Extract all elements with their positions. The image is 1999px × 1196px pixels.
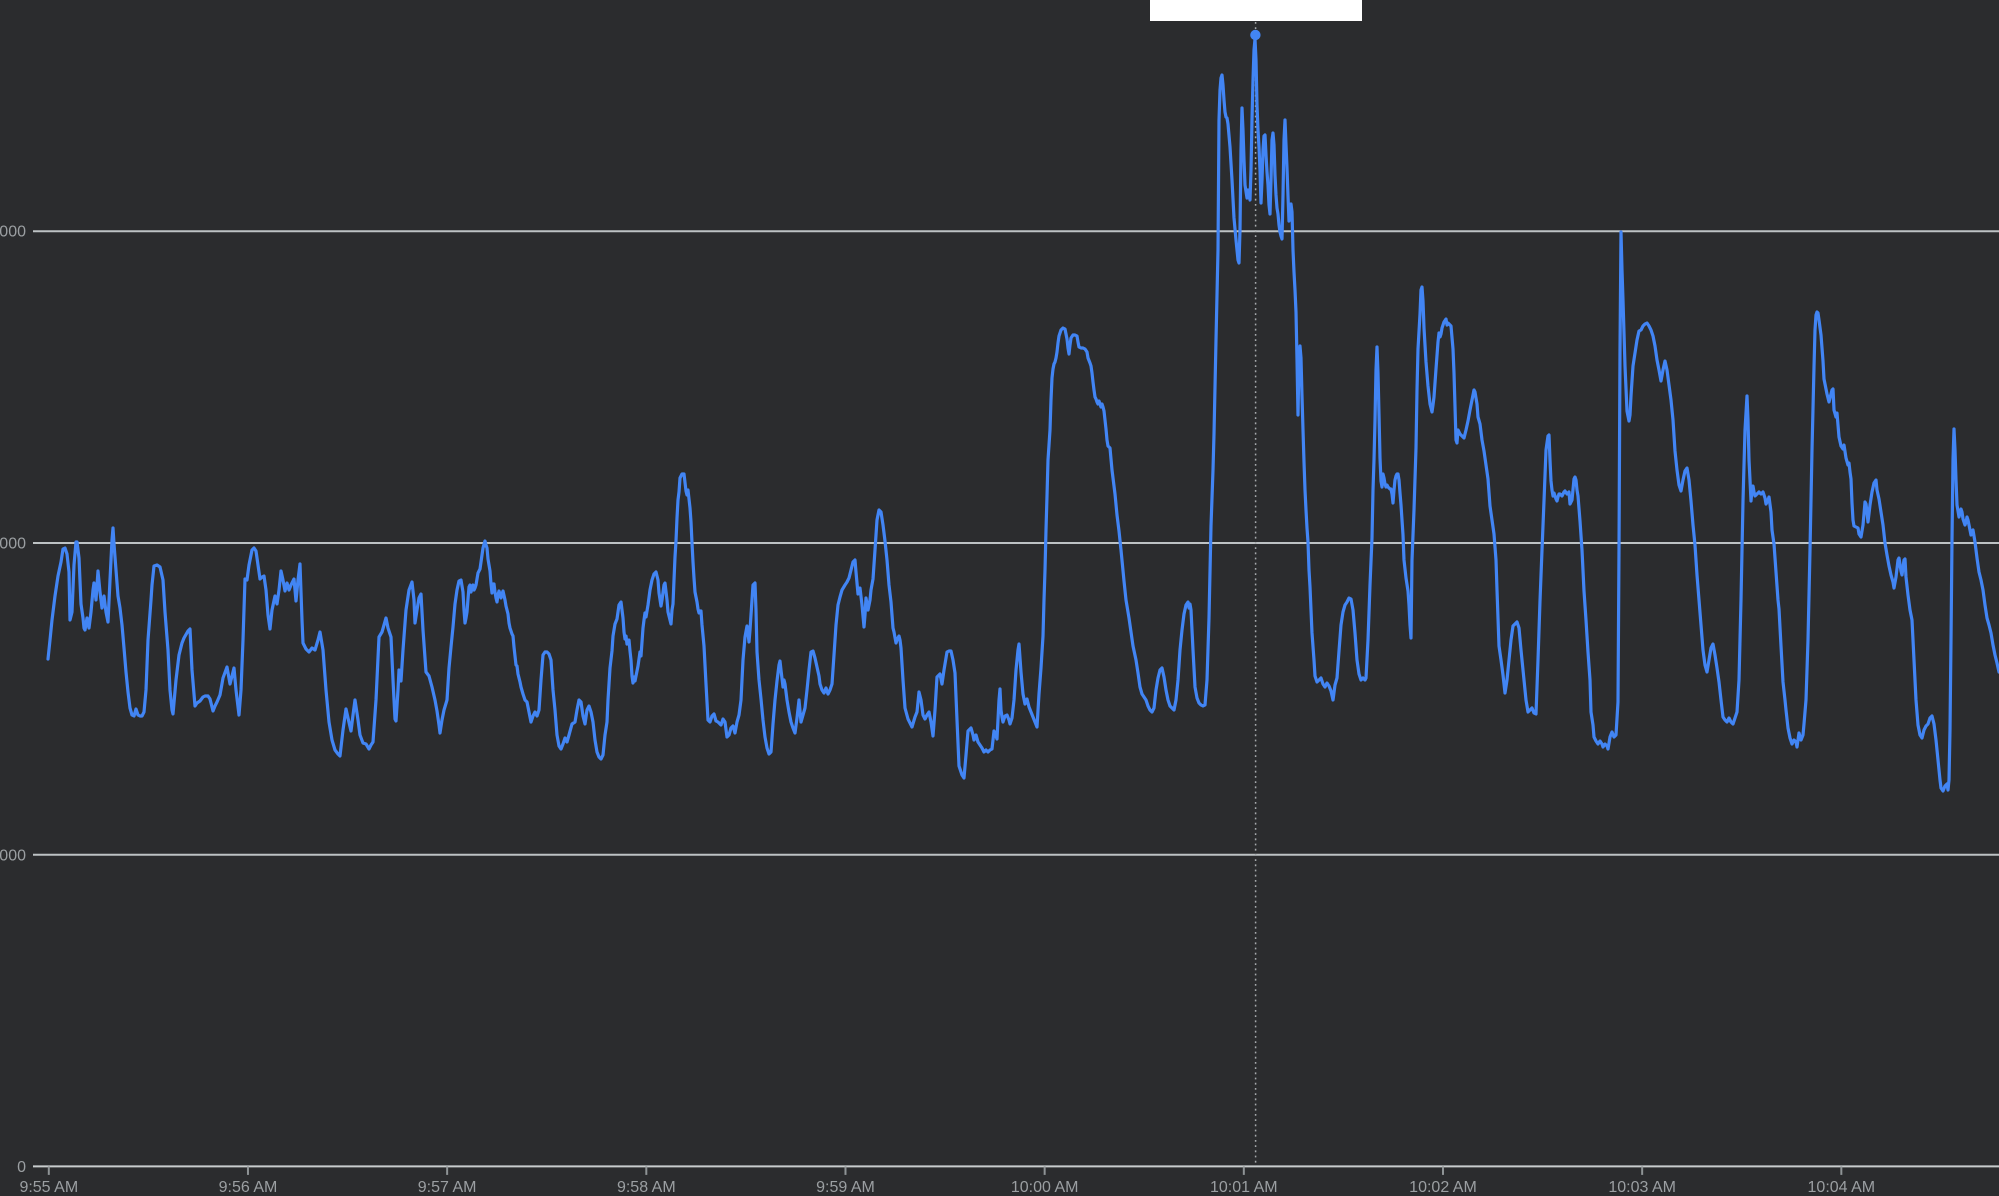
svg-text:10,000: 10,000 (0, 536, 26, 553)
svg-text:10:04 AM: 10:04 AM (1808, 1179, 1876, 1196)
svg-text:5,000: 5,000 (0, 847, 26, 864)
svg-text:9:56 AM: 9:56 AM (219, 1179, 278, 1196)
svg-text:10:03 AM: 10:03 AM (1608, 1179, 1676, 1196)
svg-text:9:59 AM: 9:59 AM (816, 1179, 875, 1196)
svg-text:10:01 AM: 10:01 AM (1210, 1179, 1278, 1196)
svg-text:9:57 AM: 9:57 AM (418, 1179, 477, 1196)
svg-text:9:58 AM: 9:58 AM (617, 1179, 676, 1196)
svg-text:0: 0 (17, 1159, 26, 1176)
svg-text:15,000: 15,000 (0, 224, 26, 241)
svg-text:10:02 AM: 10:02 AM (1409, 1179, 1477, 1196)
svg-text:10:00 AM: 10:00 AM (1011, 1179, 1079, 1196)
svg-text:9:55 AM: 9:55 AM (19, 1179, 78, 1196)
